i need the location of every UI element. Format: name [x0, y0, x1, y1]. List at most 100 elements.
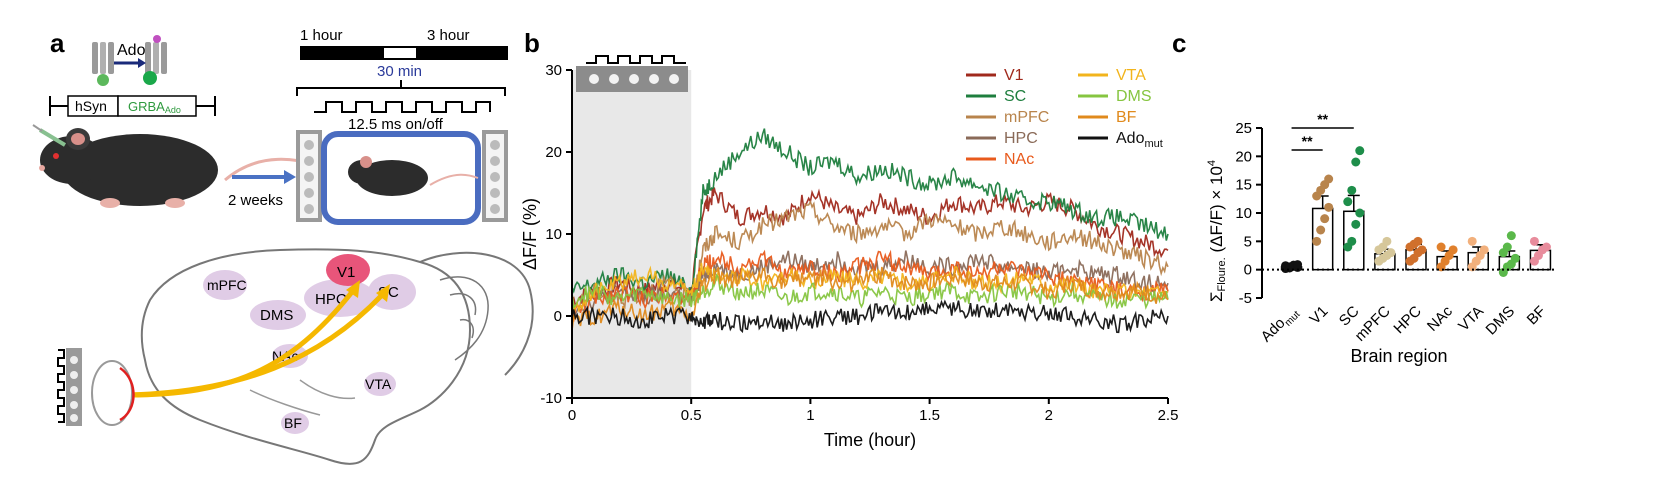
x-tick-label-c: HPC [1390, 303, 1425, 338]
led-array-eye [57, 348, 82, 426]
data-point-v1 [1316, 225, 1326, 235]
significance-group: **** [1291, 111, 1354, 151]
legend-label-vta: VTA [1116, 67, 1146, 84]
series-line-sc [571, 128, 1169, 299]
arrow-icon [114, 58, 146, 68]
wait-label: 2 weeks [228, 192, 283, 209]
significance-mark: ** [1317, 111, 1328, 127]
panel-letter-a: a [50, 28, 65, 58]
y-tick-label-c: 20 [1235, 148, 1252, 165]
legend-label-bf: BF [1116, 109, 1137, 126]
series-line-ado [571, 299, 1169, 334]
data-point-nac [1436, 242, 1446, 252]
mouse-icon [32, 124, 316, 208]
y-tick-label-c: 5 [1244, 233, 1252, 250]
data-point-vta [1479, 245, 1489, 255]
data-point-dms [1506, 231, 1516, 241]
data-point-sc [1355, 146, 1365, 156]
time-start-label: 1 hour [300, 27, 343, 44]
y-tick-label-b: 20 [545, 144, 562, 161]
time-end-label: 3 hour [427, 27, 470, 44]
brain-schematic [140, 248, 534, 465]
region-label-dms: DMS [260, 307, 293, 324]
data-point-v1 [1324, 174, 1334, 184]
pulse-train [314, 101, 491, 113]
legend-label-nac: NAc [1004, 151, 1034, 168]
legend-label-sc: SC [1004, 88, 1026, 105]
x-tick-label-c: Adomut [1258, 303, 1303, 348]
data-point-v1 [1320, 214, 1330, 224]
panel-a: a Ado hSyn GRBAAdo [32, 27, 534, 465]
mouse-in-arena-icon [348, 156, 479, 196]
series-line-mpfc [571, 199, 1169, 311]
data-point-dms [1502, 242, 1512, 252]
x-axis-label-b: Time (hour) [824, 430, 916, 450]
line-series-group [571, 128, 1169, 334]
data-point-hpc [1413, 236, 1423, 246]
y-tick-label-c: 25 [1235, 120, 1252, 137]
panel-letter-c: c [1172, 28, 1186, 58]
x-tick-label-c: VTA [1455, 303, 1487, 335]
x-tick-label-b: 1.5 [919, 407, 940, 424]
y-tick-label-c: 15 [1235, 177, 1252, 194]
data-point-dms [1510, 253, 1520, 263]
bar-group [1280, 146, 1552, 277]
receptor-label: Ado [117, 42, 146, 59]
x-tick-label-c: DMS [1483, 303, 1519, 339]
data-point-sc [1347, 185, 1357, 195]
data-point-vta [1467, 236, 1477, 246]
x-axis-label-c: Brain region [1350, 346, 1447, 366]
data-point-sc [1343, 197, 1353, 207]
series-line-dms [571, 273, 1169, 310]
data-point-sc [1347, 236, 1357, 246]
data-point-mpfc [1386, 248, 1396, 258]
x-tick-label-b: 2.5 [1158, 407, 1179, 424]
legend-label-hpc: HPC [1004, 130, 1038, 147]
wait-arrow-icon [232, 170, 296, 184]
y-tick-label-b: 0 [554, 308, 562, 325]
pathway-arrows [127, 280, 390, 398]
data-point-hpc [1417, 245, 1427, 255]
x-tick-label-b: 1 [806, 407, 814, 424]
significance-mark: ** [1302, 133, 1313, 149]
x-tick-label-b: 0 [568, 407, 576, 424]
data-point-nac [1448, 245, 1458, 255]
construct-diagram [49, 95, 216, 117]
sensor-label: GRBAAdo [128, 99, 181, 115]
led-array-right [482, 130, 508, 222]
bracket [296, 80, 506, 96]
y-axis-label-b: ΔF/F (%) [520, 198, 540, 270]
data-point-v1 [1324, 202, 1334, 212]
x-tick-label-c: BF [1524, 303, 1550, 329]
x-tick-label-c: mPFC [1352, 303, 1394, 345]
axes-b: 0 0.5 1 1.5 2 2.5 -10 0 10 20 30 [540, 62, 1178, 424]
stimulus-shaded-region [572, 70, 692, 398]
data-point-v1 [1312, 236, 1322, 246]
data-point-mpfc [1382, 236, 1392, 246]
y-tick-label-c: -5 [1239, 290, 1252, 307]
led-array-left [296, 130, 322, 222]
legend-label-dms: DMS [1116, 88, 1152, 105]
y-tick-label-b: 10 [545, 226, 562, 243]
legend-label-v1: V1 [1004, 67, 1024, 84]
y-axis-label-c: ΣFloure. (ΔF/F) × 104 [1206, 160, 1228, 302]
x-tick-label-b: 0.5 [681, 407, 702, 424]
y-tick-label-c: 10 [1235, 205, 1252, 222]
y-tick-label-c: 0 [1244, 262, 1252, 279]
region-label-vta: VTA [365, 376, 392, 392]
pulse-label: 12.5 ms on/off [348, 116, 444, 133]
data-point-ado [1293, 260, 1303, 270]
region-label-bf: BF [284, 415, 302, 431]
panel-letter-b: b [524, 28, 540, 58]
region-label-v1: V1 [337, 264, 355, 281]
x-tick-label-b: 2 [1045, 407, 1053, 424]
y-tick-label-b: -10 [540, 390, 562, 407]
legend-label-ado: Adomut [1116, 130, 1163, 150]
receptor-icon [92, 35, 167, 86]
promoter-label: hSyn [75, 98, 107, 114]
stimulus-pulse-icon [576, 55, 688, 92]
series-line-bf [571, 266, 1169, 331]
region-label-mpfc: mPFC [207, 277, 247, 293]
